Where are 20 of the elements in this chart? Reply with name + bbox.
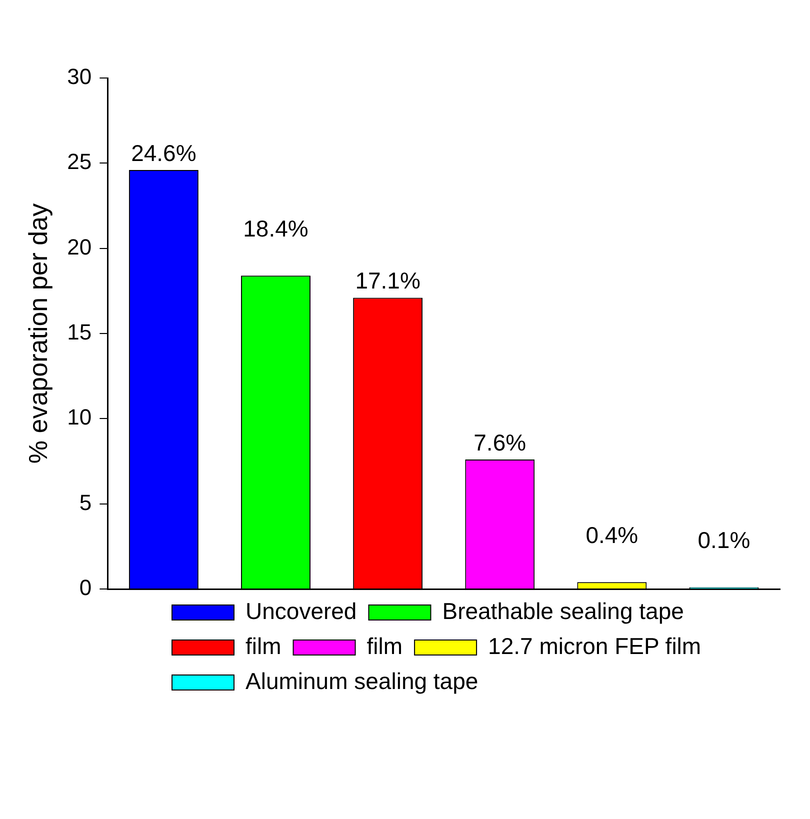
- y-tick-label: 15: [67, 320, 92, 345]
- data-label: 24.6%: [131, 140, 196, 166]
- legend-label: 12.7 micron FEP film: [488, 632, 702, 659]
- data-label: 0.4%: [586, 522, 638, 548]
- legend-label: film: [246, 632, 282, 659]
- legend-label: film: [366, 632, 403, 659]
- y-tick-label: 20: [67, 234, 92, 260]
- y-tick-label: 0: [79, 575, 92, 600]
- legend-label: Uncovered: [246, 598, 357, 624]
- y-tick-label: 30: [67, 64, 92, 90]
- data-label: 18.4%: [243, 215, 308, 242]
- legend-label: Aluminum sealing tape: [246, 668, 478, 694]
- y-tick-label: 5: [79, 490, 92, 515]
- data-label: 7.6%: [474, 429, 526, 456]
- y-axis-title: % evaporation per day: [22, 203, 53, 464]
- y-tick-label: 10: [67, 404, 92, 430]
- data-label: 0.1%: [698, 527, 750, 554]
- y-tick-label: 25: [67, 149, 92, 174]
- legend-label: Breathable sealing tape: [442, 598, 684, 624]
- data-label: 17.1%: [355, 268, 420, 294]
